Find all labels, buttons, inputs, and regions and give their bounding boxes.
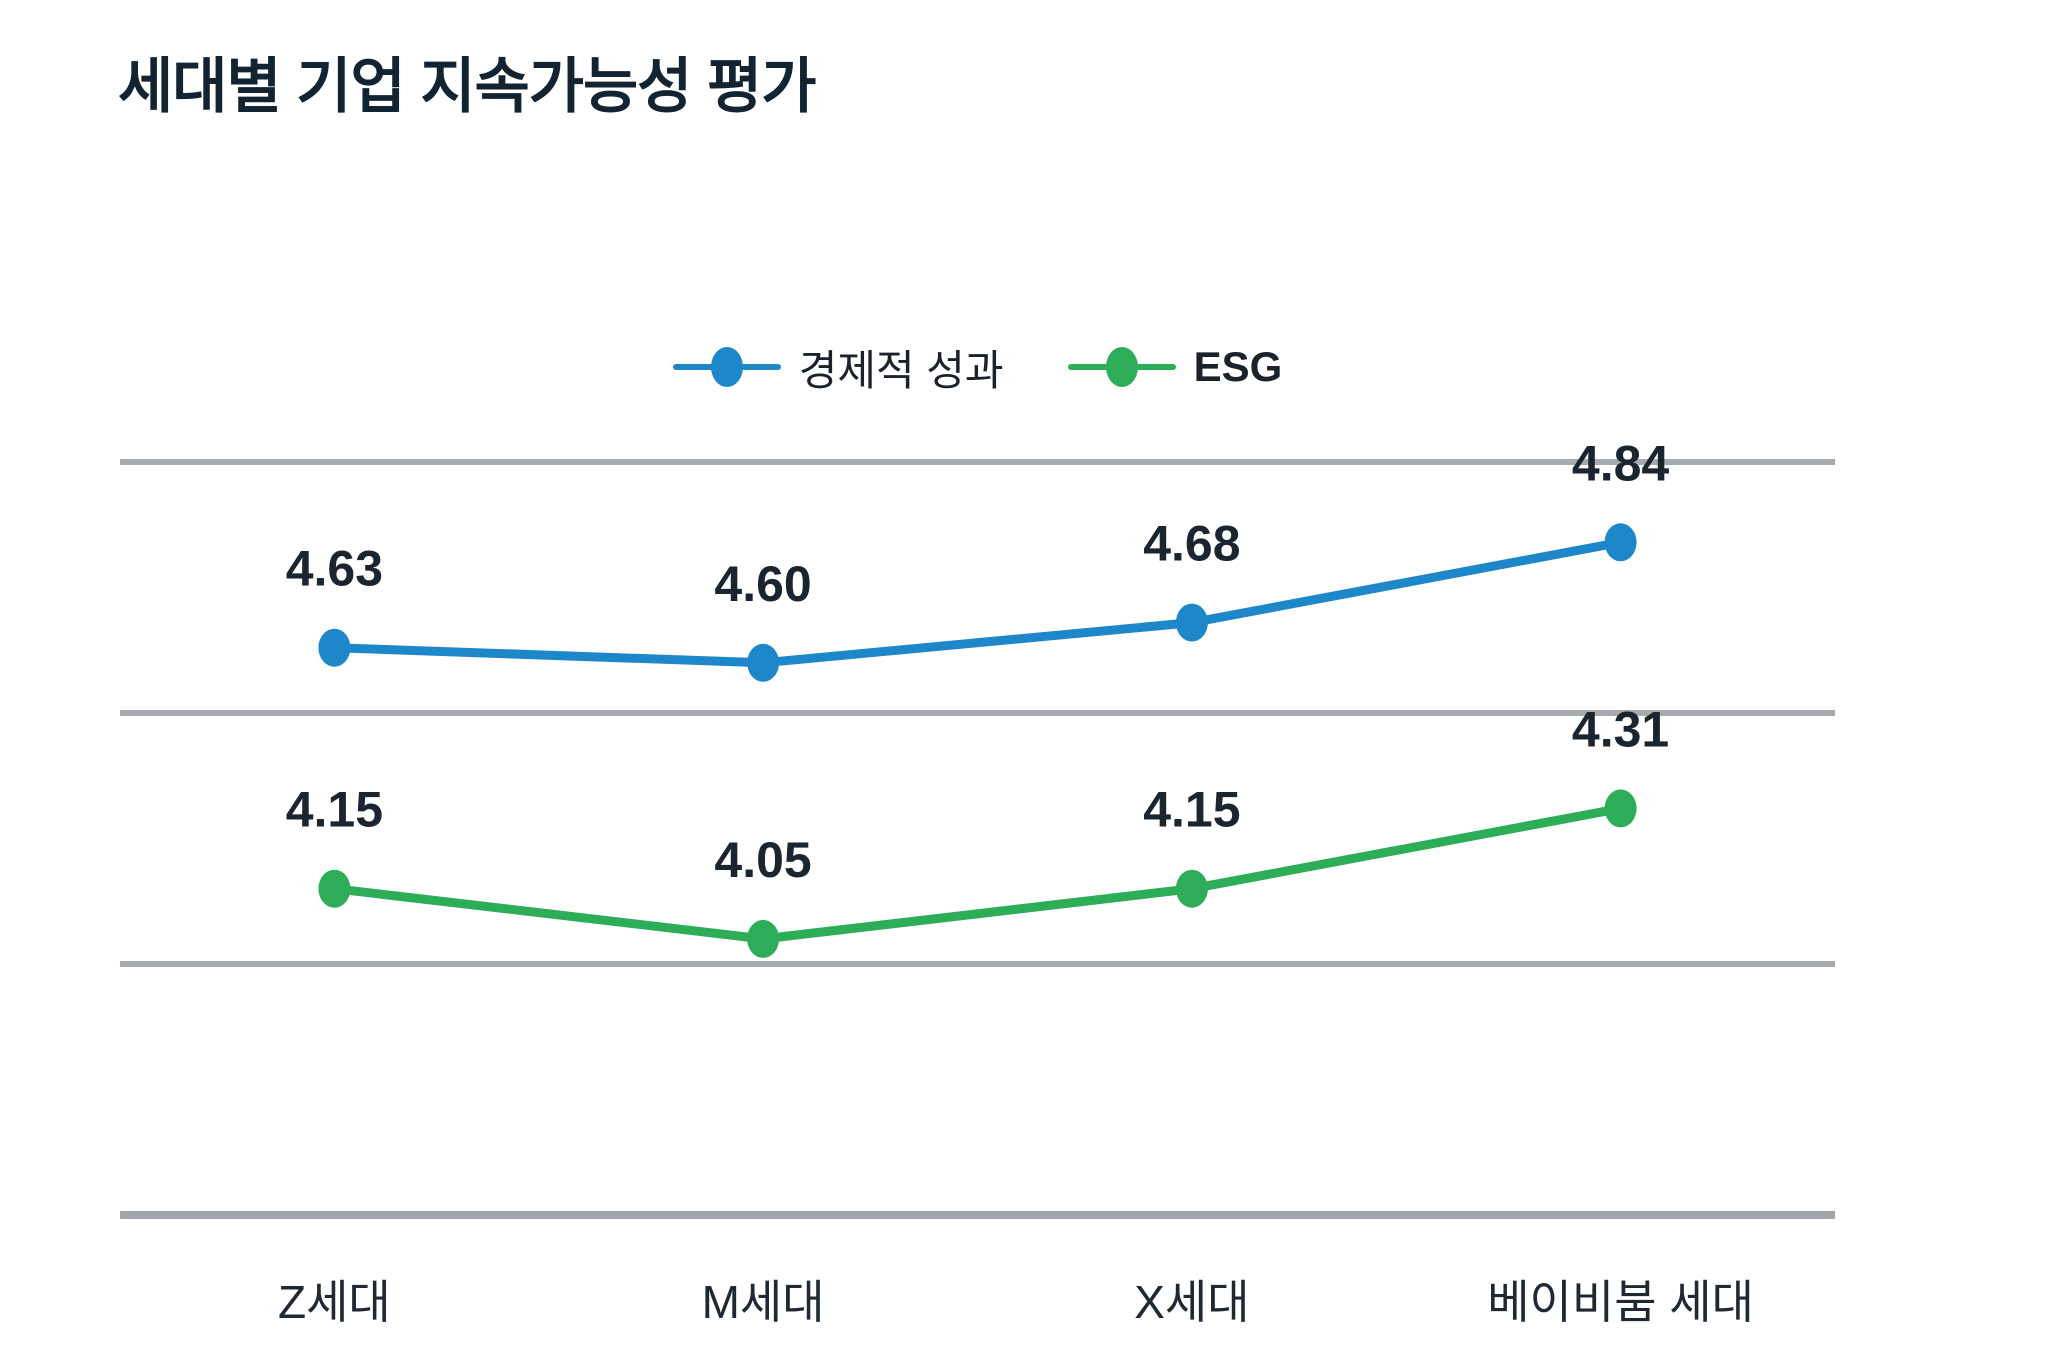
data-point-esg-3 bbox=[1604, 789, 1637, 828]
data-point-label-economic-performance-0: 4.63 bbox=[286, 541, 383, 597]
data-point-label-economic-performance-2: 4.68 bbox=[1143, 516, 1240, 572]
x-axis-label-2: X세대 bbox=[1134, 1276, 1249, 1328]
legend: 경제적 성과 ESG bbox=[120, 332, 1835, 402]
legend-line-dot-icon bbox=[672, 345, 781, 389]
data-point-label-esg-1: 4.05 bbox=[714, 832, 811, 888]
chart-title: 세대별 기업 지속가능성 평가 bbox=[118, 53, 816, 120]
data-point-economic-performance-0 bbox=[318, 628, 351, 667]
legend-label-economic-performance: 경제적 성과 bbox=[798, 346, 1004, 394]
x-axis-label-1: M세대 bbox=[702, 1276, 825, 1328]
legend-line-dot-icon bbox=[1067, 345, 1176, 389]
data-point-label-esg-0: 4.15 bbox=[286, 782, 383, 838]
data-point-economic-performance-3 bbox=[1604, 523, 1637, 562]
data-point-esg-1 bbox=[747, 919, 780, 958]
data-point-economic-performance-2 bbox=[1175, 603, 1208, 642]
data-point-label-economic-performance-1: 4.60 bbox=[714, 556, 811, 612]
legend-label-esg: ESG bbox=[1193, 343, 1283, 390]
data-point-esg-0 bbox=[318, 869, 351, 908]
data-point-esg-2 bbox=[1175, 869, 1208, 908]
series-line-esg bbox=[329, 803, 1626, 944]
legend-item-esg: ESG bbox=[1067, 343, 1283, 391]
x-axis-label-0: Z세대 bbox=[278, 1276, 391, 1328]
series-line-economic-performance bbox=[329, 537, 1626, 668]
x-axis-label-3: 베이비붐 세대 bbox=[1487, 1276, 1754, 1328]
data-point-economic-performance-1 bbox=[747, 643, 780, 682]
data-point-label-esg-3: 4.31 bbox=[1572, 701, 1669, 757]
legend-item-economic-performance: 경제적 성과 bbox=[672, 337, 1004, 398]
data-point-label-esg-2: 4.15 bbox=[1143, 782, 1240, 838]
data-point-label-economic-performance-3: 4.84 bbox=[1572, 435, 1670, 491]
